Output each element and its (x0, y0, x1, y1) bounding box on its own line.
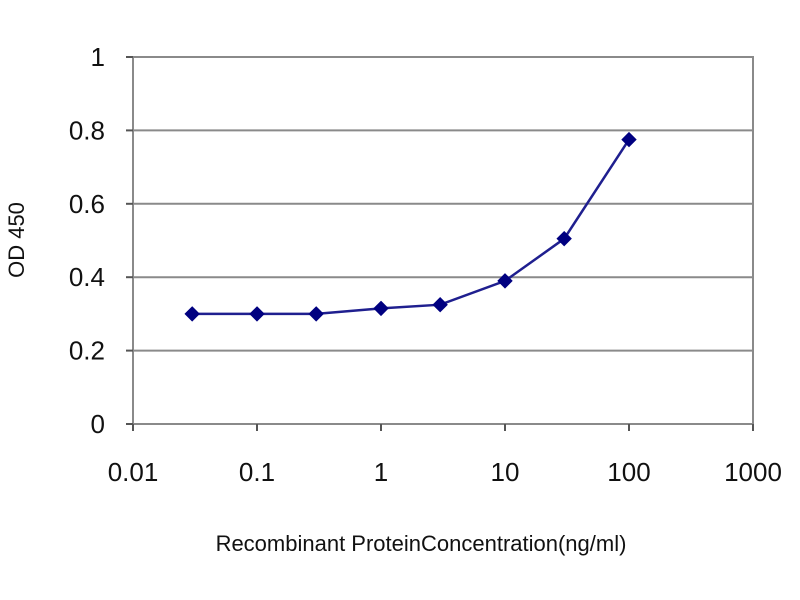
y-tick-label: 0.4 (69, 262, 105, 292)
y-tick-label: 0.8 (69, 115, 105, 145)
plot-area (132, 56, 754, 425)
data-point (432, 297, 448, 313)
series-layer (184, 131, 637, 322)
data-point (308, 306, 324, 322)
axes (126, 56, 754, 431)
x-tick-label: 1000 (724, 457, 782, 487)
data-point (373, 300, 389, 317)
tick-labels: 0 0.2 0.4 0.6 0.8 1 0.01 0.1 1 10 100 1000 (69, 42, 782, 487)
x-axis-title: Recombinant ProteinConcentration(ng/ml) (216, 531, 627, 556)
x-tick-label: 0.01 (108, 457, 159, 487)
data-point (249, 306, 265, 322)
y-tick-label: 0.6 (69, 189, 105, 219)
y-tick-label: 0.2 (69, 336, 105, 366)
series-line (192, 138, 631, 316)
data-point (184, 306, 200, 322)
x-tick-label: 100 (607, 457, 650, 487)
y-tick-label: 1 (91, 42, 105, 72)
y-tick-label: 0 (91, 409, 105, 439)
y-axis-title: OD 450 (4, 202, 29, 278)
x-tick-label: 0.1 (239, 457, 275, 487)
data-point (621, 131, 637, 148)
x-tick-label: 10 (491, 457, 520, 487)
data-point (497, 273, 513, 289)
x-tick-label: 1 (374, 457, 388, 487)
gridlines (133, 129, 753, 352)
data-point (556, 230, 572, 247)
